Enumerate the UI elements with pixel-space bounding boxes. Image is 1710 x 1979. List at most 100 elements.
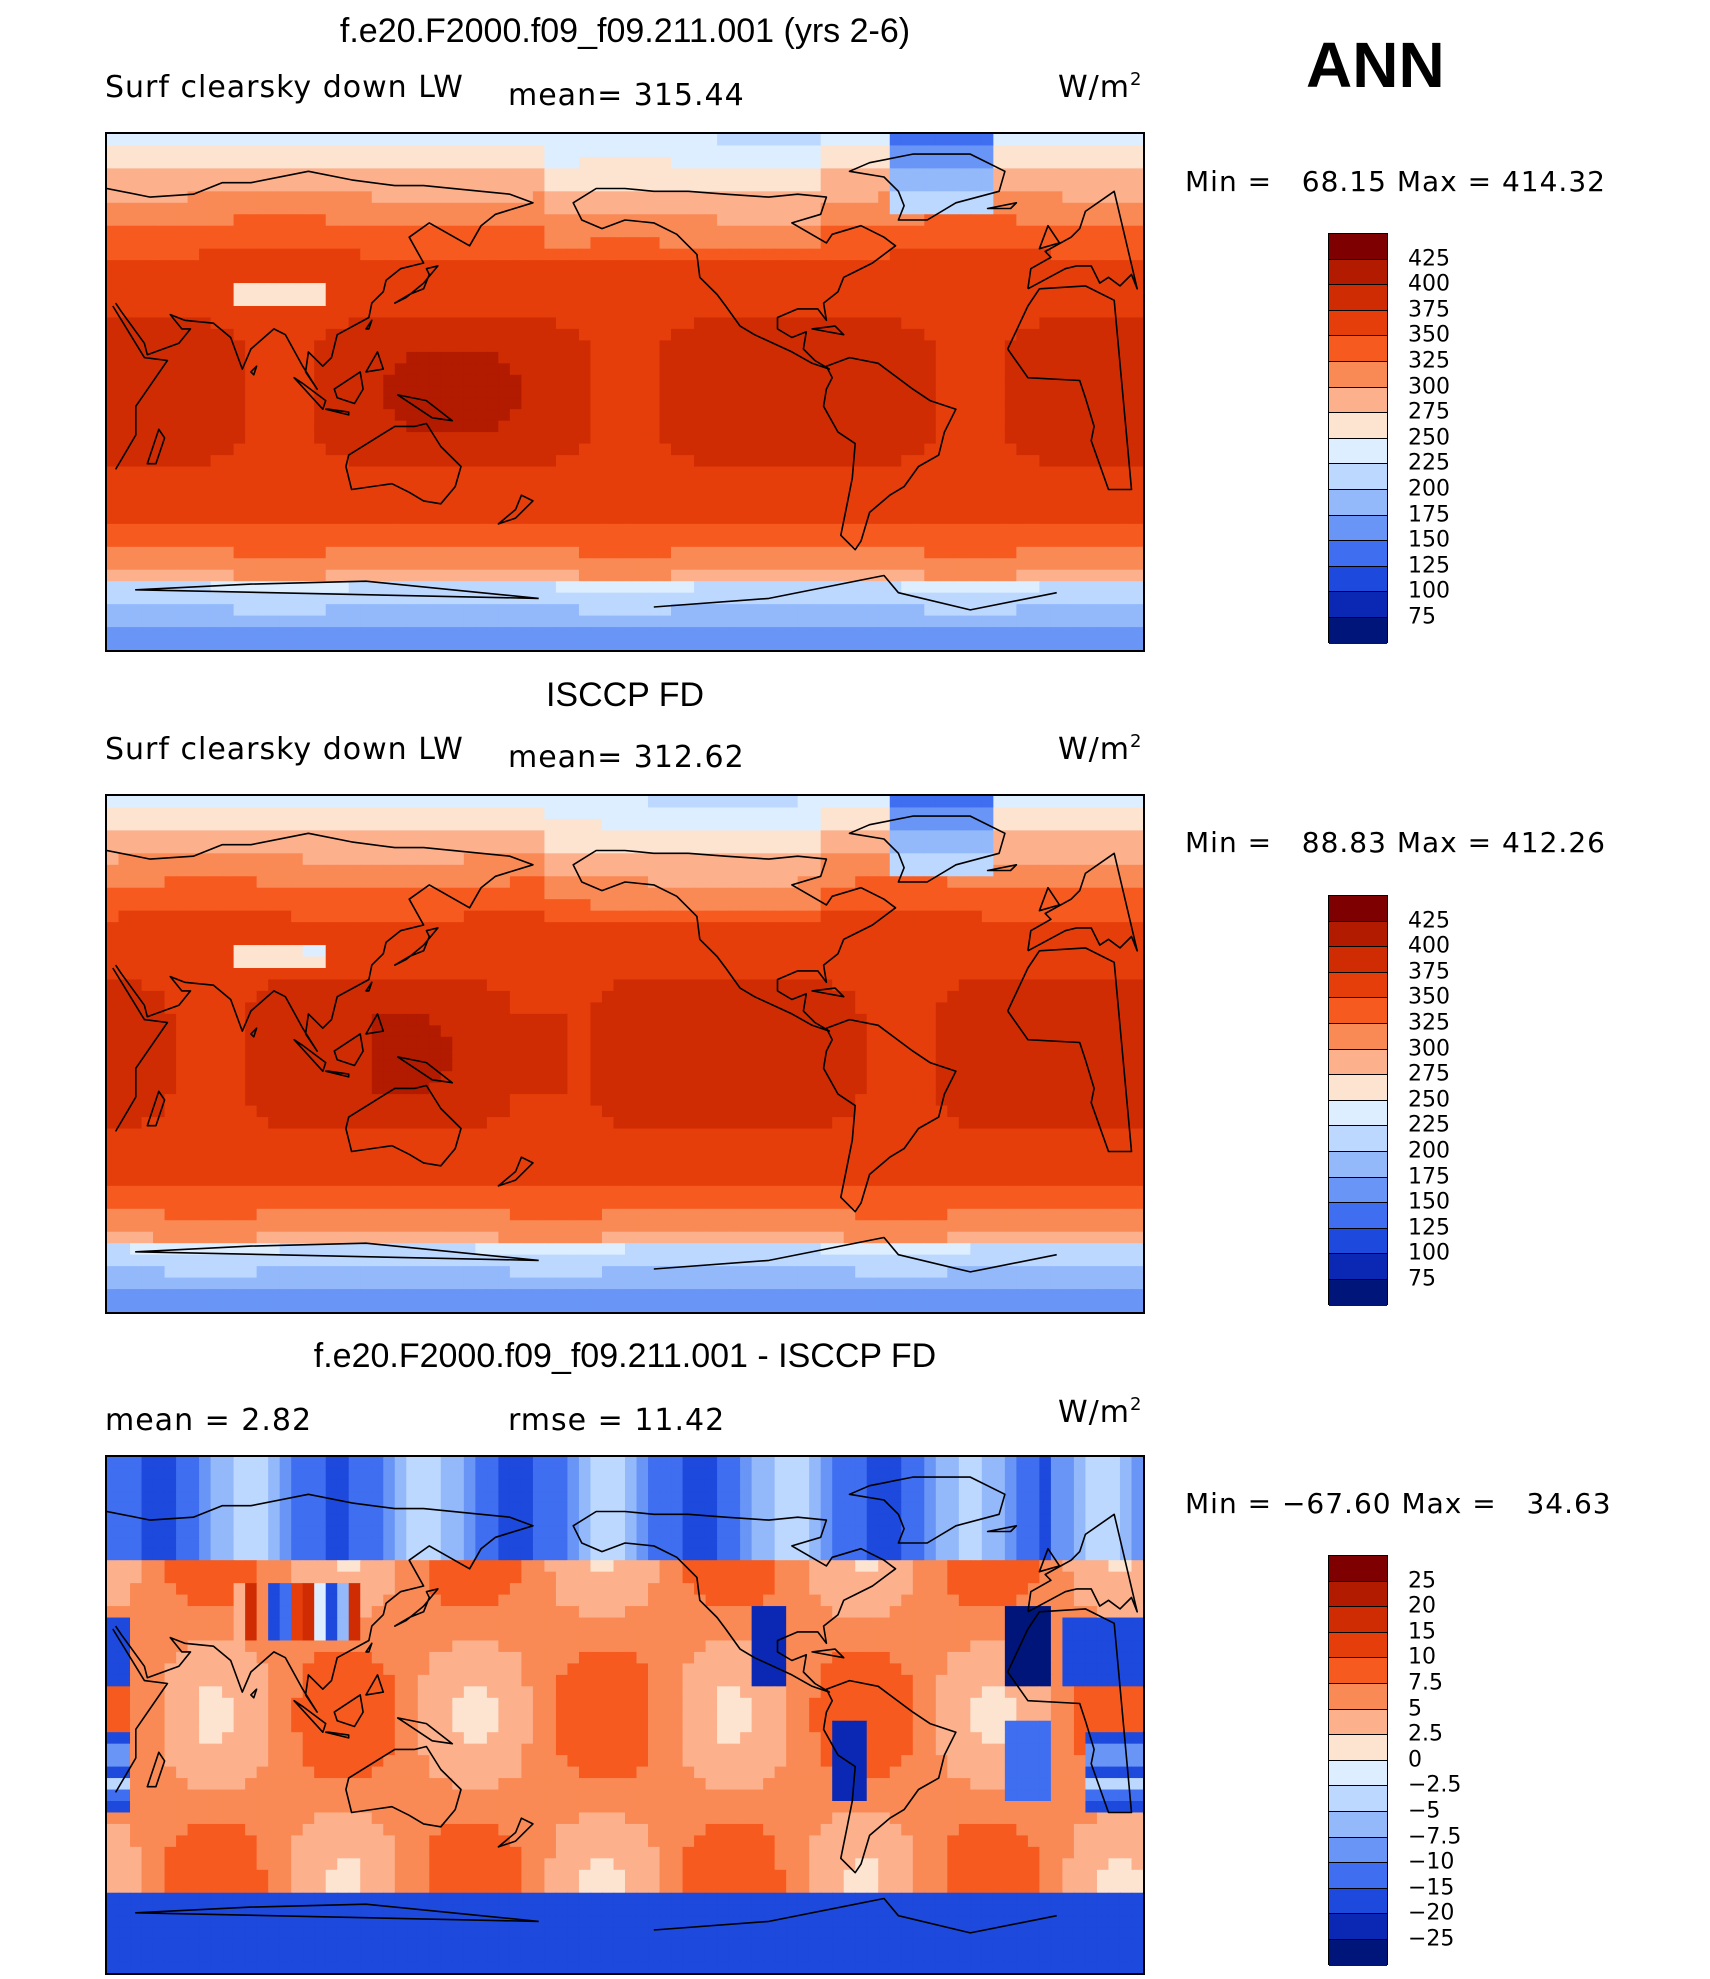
colorbar-swatch: [1329, 1254, 1387, 1280]
colorbar-label: 425: [1408, 246, 1450, 272]
colorbar-swatch: [1329, 489, 1387, 516]
colorbar-label: −5: [1408, 1798, 1441, 1824]
colorbar-label: 250: [1408, 425, 1450, 451]
coastline: [394, 1588, 439, 1627]
colorbar-label: 125: [1408, 553, 1450, 579]
colorbar-label: 175: [1408, 502, 1450, 528]
coastline: [146, 428, 166, 465]
coastline: [250, 1688, 258, 1699]
colorbar-swatch: [1329, 1914, 1387, 1940]
colorbar-label: 400: [1408, 271, 1450, 297]
colorbar-label: 10: [1408, 1644, 1436, 1670]
colorbar-label: 25: [1408, 1568, 1436, 1594]
coastline: [365, 351, 385, 373]
colorbar-label: 125: [1408, 1215, 1450, 1241]
coastline: [396, 1717, 454, 1745]
coastline: [394, 927, 439, 966]
panel-1-variable-label: Surf clearsky down LW: [105, 70, 464, 105]
coastline: [135, 1897, 1057, 1934]
colorbar-swatch: [1329, 947, 1387, 973]
coastline: [848, 815, 1006, 883]
colorbar-swatch: [1329, 1023, 1387, 1050]
coastline: [986, 202, 1018, 210]
coastline: [365, 319, 373, 330]
colorbar-swatch: [1329, 1279, 1387, 1306]
panel-2-minmax: Min = 88.83 Max = 412.26: [1185, 826, 1606, 859]
colorbar-swatch: [1329, 1177, 1387, 1204]
coastline: [986, 864, 1018, 872]
coastline: [572, 1510, 897, 1693]
colorbar-label: 100: [1408, 578, 1450, 604]
colorbar-swatch: [1329, 259, 1387, 286]
coastline: [811, 1648, 845, 1659]
coastline: [822, 1679, 957, 1874]
coastline: [293, 1699, 327, 1733]
colorbar-swatch: [1329, 1581, 1387, 1608]
colorbar-swatch: [1329, 310, 1387, 337]
colorbar-label: 375: [1408, 297, 1450, 323]
colorbar-swatch: [1329, 541, 1387, 567]
colorbar-swatch: [1329, 972, 1387, 999]
colorbar-swatch: [1329, 1100, 1387, 1127]
colorbar-swatch: [1329, 617, 1387, 644]
coastline: [345, 422, 462, 505]
colorbar-swatches: [1328, 1555, 1388, 1966]
colorbar-label: 275: [1408, 399, 1450, 425]
colorbar-label: −7.5: [1408, 1824, 1462, 1850]
colorbar-label: 350: [1408, 322, 1450, 348]
colorbar-swatch: [1329, 1709, 1387, 1736]
coastline: [107, 832, 1138, 1052]
colorbar-swatch: [1329, 921, 1387, 948]
colorbar-label: −15: [1408, 1875, 1455, 1901]
colorbar-label: 75: [1408, 1266, 1436, 1292]
colorbar-label: 250: [1408, 1087, 1450, 1113]
coastline: [107, 1493, 1138, 1713]
coastline: [324, 408, 350, 416]
coastline: [250, 1027, 258, 1038]
colorbar-label: 175: [1408, 1164, 1450, 1190]
colorbar-label: 350: [1408, 984, 1450, 1010]
coastline: [345, 1745, 462, 1828]
colorbar-label: 200: [1408, 1138, 1450, 1164]
coastline: [848, 1476, 1006, 1544]
panel-2-units: W/m2: [1058, 731, 1143, 767]
colorbar-swatches: [1328, 895, 1388, 1306]
coastline: [293, 376, 327, 410]
colorbar-swatch: [1329, 1786, 1387, 1812]
coastline: [365, 1642, 373, 1653]
colorbar-label: 0: [1408, 1747, 1422, 1773]
colorbar-swatch: [1329, 1607, 1387, 1633]
panel-1-map: [105, 132, 1145, 652]
colorbar-label: 7.5: [1408, 1670, 1443, 1696]
map-field: [107, 796, 1143, 1312]
coastline: [324, 1070, 350, 1078]
colorbar-swatch: [1329, 566, 1387, 593]
coastline: [811, 325, 845, 336]
colorbar-swatch: [1329, 1632, 1387, 1659]
panel-2-variable-label: Surf clearsky down LW: [105, 732, 464, 767]
colorbar-label: 225: [1408, 450, 1450, 476]
colorbar-swatch: [1329, 438, 1387, 465]
coastline: [986, 1525, 1018, 1533]
map-field: [107, 1457, 1143, 1973]
coastline: [112, 285, 1133, 491]
colorbar-swatch: [1329, 1735, 1387, 1761]
colorbar-swatch: [1329, 413, 1387, 439]
panel-1-units: W/m2: [1058, 69, 1143, 105]
panel-1-minmax: Min = 68.15 Max = 414.32: [1185, 165, 1606, 198]
coastline: [135, 574, 1057, 611]
coastline: [250, 365, 258, 376]
coastline: [822, 1018, 957, 1213]
colorbar-swatch: [1329, 1203, 1387, 1229]
colorbar-label: 75: [1408, 604, 1436, 630]
coastline: [822, 356, 957, 551]
colorbar-swatch: [1329, 1863, 1387, 1889]
colorbar-label: 5: [1408, 1696, 1422, 1722]
coastline: [146, 1751, 166, 1788]
colorbar-label: 20: [1408, 1593, 1436, 1619]
panel-2-title: ISCCP FD: [545, 676, 705, 714]
colorbar-label: 225: [1408, 1112, 1450, 1138]
colorbar-swatch: [1329, 361, 1387, 388]
colorbar-swatch: [1329, 1939, 1387, 1966]
colorbar-swatch: [1329, 234, 1387, 260]
